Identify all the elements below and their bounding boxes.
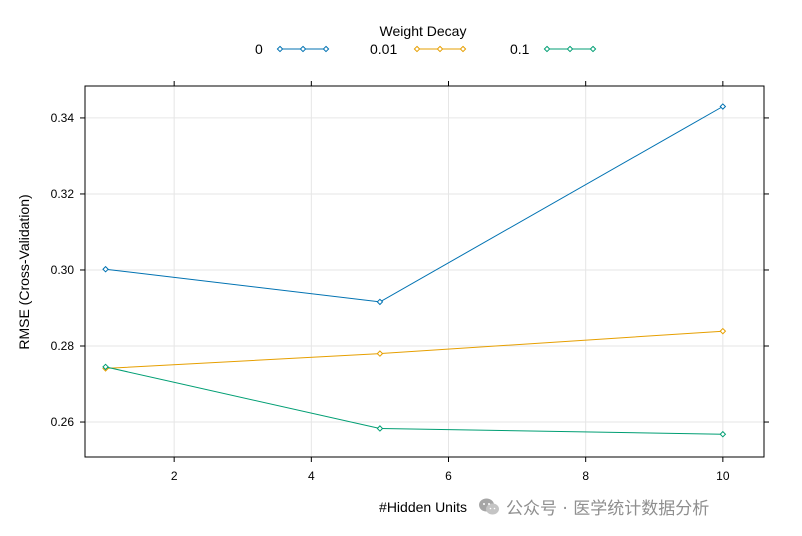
- data-point: [376, 350, 384, 357]
- plot-frame: [84, 85, 765, 458]
- y-tick-label: 0.34: [51, 111, 75, 125]
- legend-swatch-marker: [566, 45, 574, 53]
- legend-swatch-marker: [589, 45, 597, 53]
- x-tick-label: 8: [582, 469, 589, 483]
- x-tick-label: 2: [171, 469, 178, 483]
- legend-label: 0.01: [370, 41, 397, 57]
- legend-swatch-marker: [459, 45, 467, 53]
- x-tick-label: 10: [716, 469, 730, 483]
- watermark: 公众号 · 医学统计数据分析: [478, 494, 709, 519]
- y-tick-label: 0.32: [51, 187, 75, 201]
- legend-swatch-marker: [436, 45, 444, 53]
- legend-swatch-marker: [322, 45, 330, 53]
- y-tick-label: 0.28: [51, 339, 75, 353]
- data-point: [102, 363, 109, 371]
- series-2: [102, 363, 727, 438]
- data-point: [719, 327, 727, 335]
- data-point: [719, 103, 727, 110]
- y-axis-label: RMSE (Cross-Validation): [16, 194, 32, 349]
- legend-swatch-marker: [543, 45, 551, 53]
- legend-entry: 0.01: [370, 41, 467, 57]
- wechat-icon: [479, 498, 499, 514]
- series-lines: [102, 103, 727, 438]
- legend-label: 0: [255, 41, 263, 57]
- legend-swatch-marker: [299, 45, 307, 53]
- series-line: [105, 106, 724, 303]
- y-tick-label: 0.26: [51, 415, 75, 429]
- x-tick-label: 4: [308, 469, 315, 483]
- axis-ticks: 2 4 6 8 10 0.26 0.28 0.30 0.32 0.34: [51, 81, 769, 483]
- watermark-text: 公众号 · 医学统计数据分析: [506, 499, 710, 519]
- legend-label: 0.1: [510, 41, 530, 57]
- y-tick-label: 0.30: [51, 263, 75, 277]
- x-tick-label: 6: [445, 469, 452, 483]
- data-point: [376, 425, 384, 432]
- data-point: [719, 430, 727, 438]
- legend-entry: 0: [255, 41, 330, 57]
- x-axis-label: #Hidden Units: [379, 499, 467, 515]
- legend: 0 0.01 0.1: [255, 41, 597, 57]
- grid-lines: [85, 86, 764, 457]
- legend-title: Weight Decay: [380, 23, 467, 39]
- legend-swatch-marker: [276, 45, 284, 53]
- series-line: [105, 330, 723, 369]
- series-1: [102, 327, 727, 372]
- series-line: [105, 366, 723, 435]
- data-point: [376, 298, 384, 306]
- legend-swatch-marker: [413, 45, 421, 53]
- series-0: [102, 103, 727, 306]
- legend-entry: 0.1: [510, 41, 597, 57]
- data-point: [102, 265, 109, 273]
